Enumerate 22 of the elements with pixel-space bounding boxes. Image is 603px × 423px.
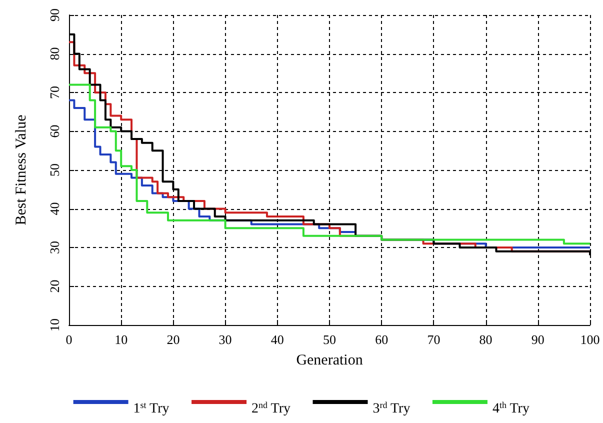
x-tick-label: 40 (270, 332, 284, 347)
y-tick-label: 30 (47, 241, 62, 254)
y-tick-label: 70 (47, 86, 62, 99)
y-tick-label: 40 (47, 202, 62, 216)
y-axis-title: Best Fitness Value (14, 114, 30, 226)
y-tick-label: 90 (47, 8, 62, 22)
x-tick-label: 60 (375, 332, 388, 347)
x-tick-label: 0 (66, 332, 72, 347)
x-tick-label: 10 (114, 332, 128, 347)
y-tick-label: 50 (47, 164, 62, 176)
x-tick-label: 70 (427, 332, 440, 347)
x-axis-title: Generation (296, 352, 364, 368)
y-tick-label: 10 (47, 318, 62, 332)
y-tick-label: 20 (47, 280, 62, 293)
x-tick-label: 80 (479, 332, 492, 347)
y-tick-label: 80 (47, 47, 62, 60)
x-tick-label: 100 (580, 332, 600, 347)
x-tick-label: 50 (323, 332, 336, 347)
y-tick-label: 60 (47, 124, 62, 138)
x-tick-label: 90 (531, 332, 544, 347)
x-tick-label: 30 (218, 332, 232, 347)
x-tick-label: 20 (166, 332, 180, 347)
